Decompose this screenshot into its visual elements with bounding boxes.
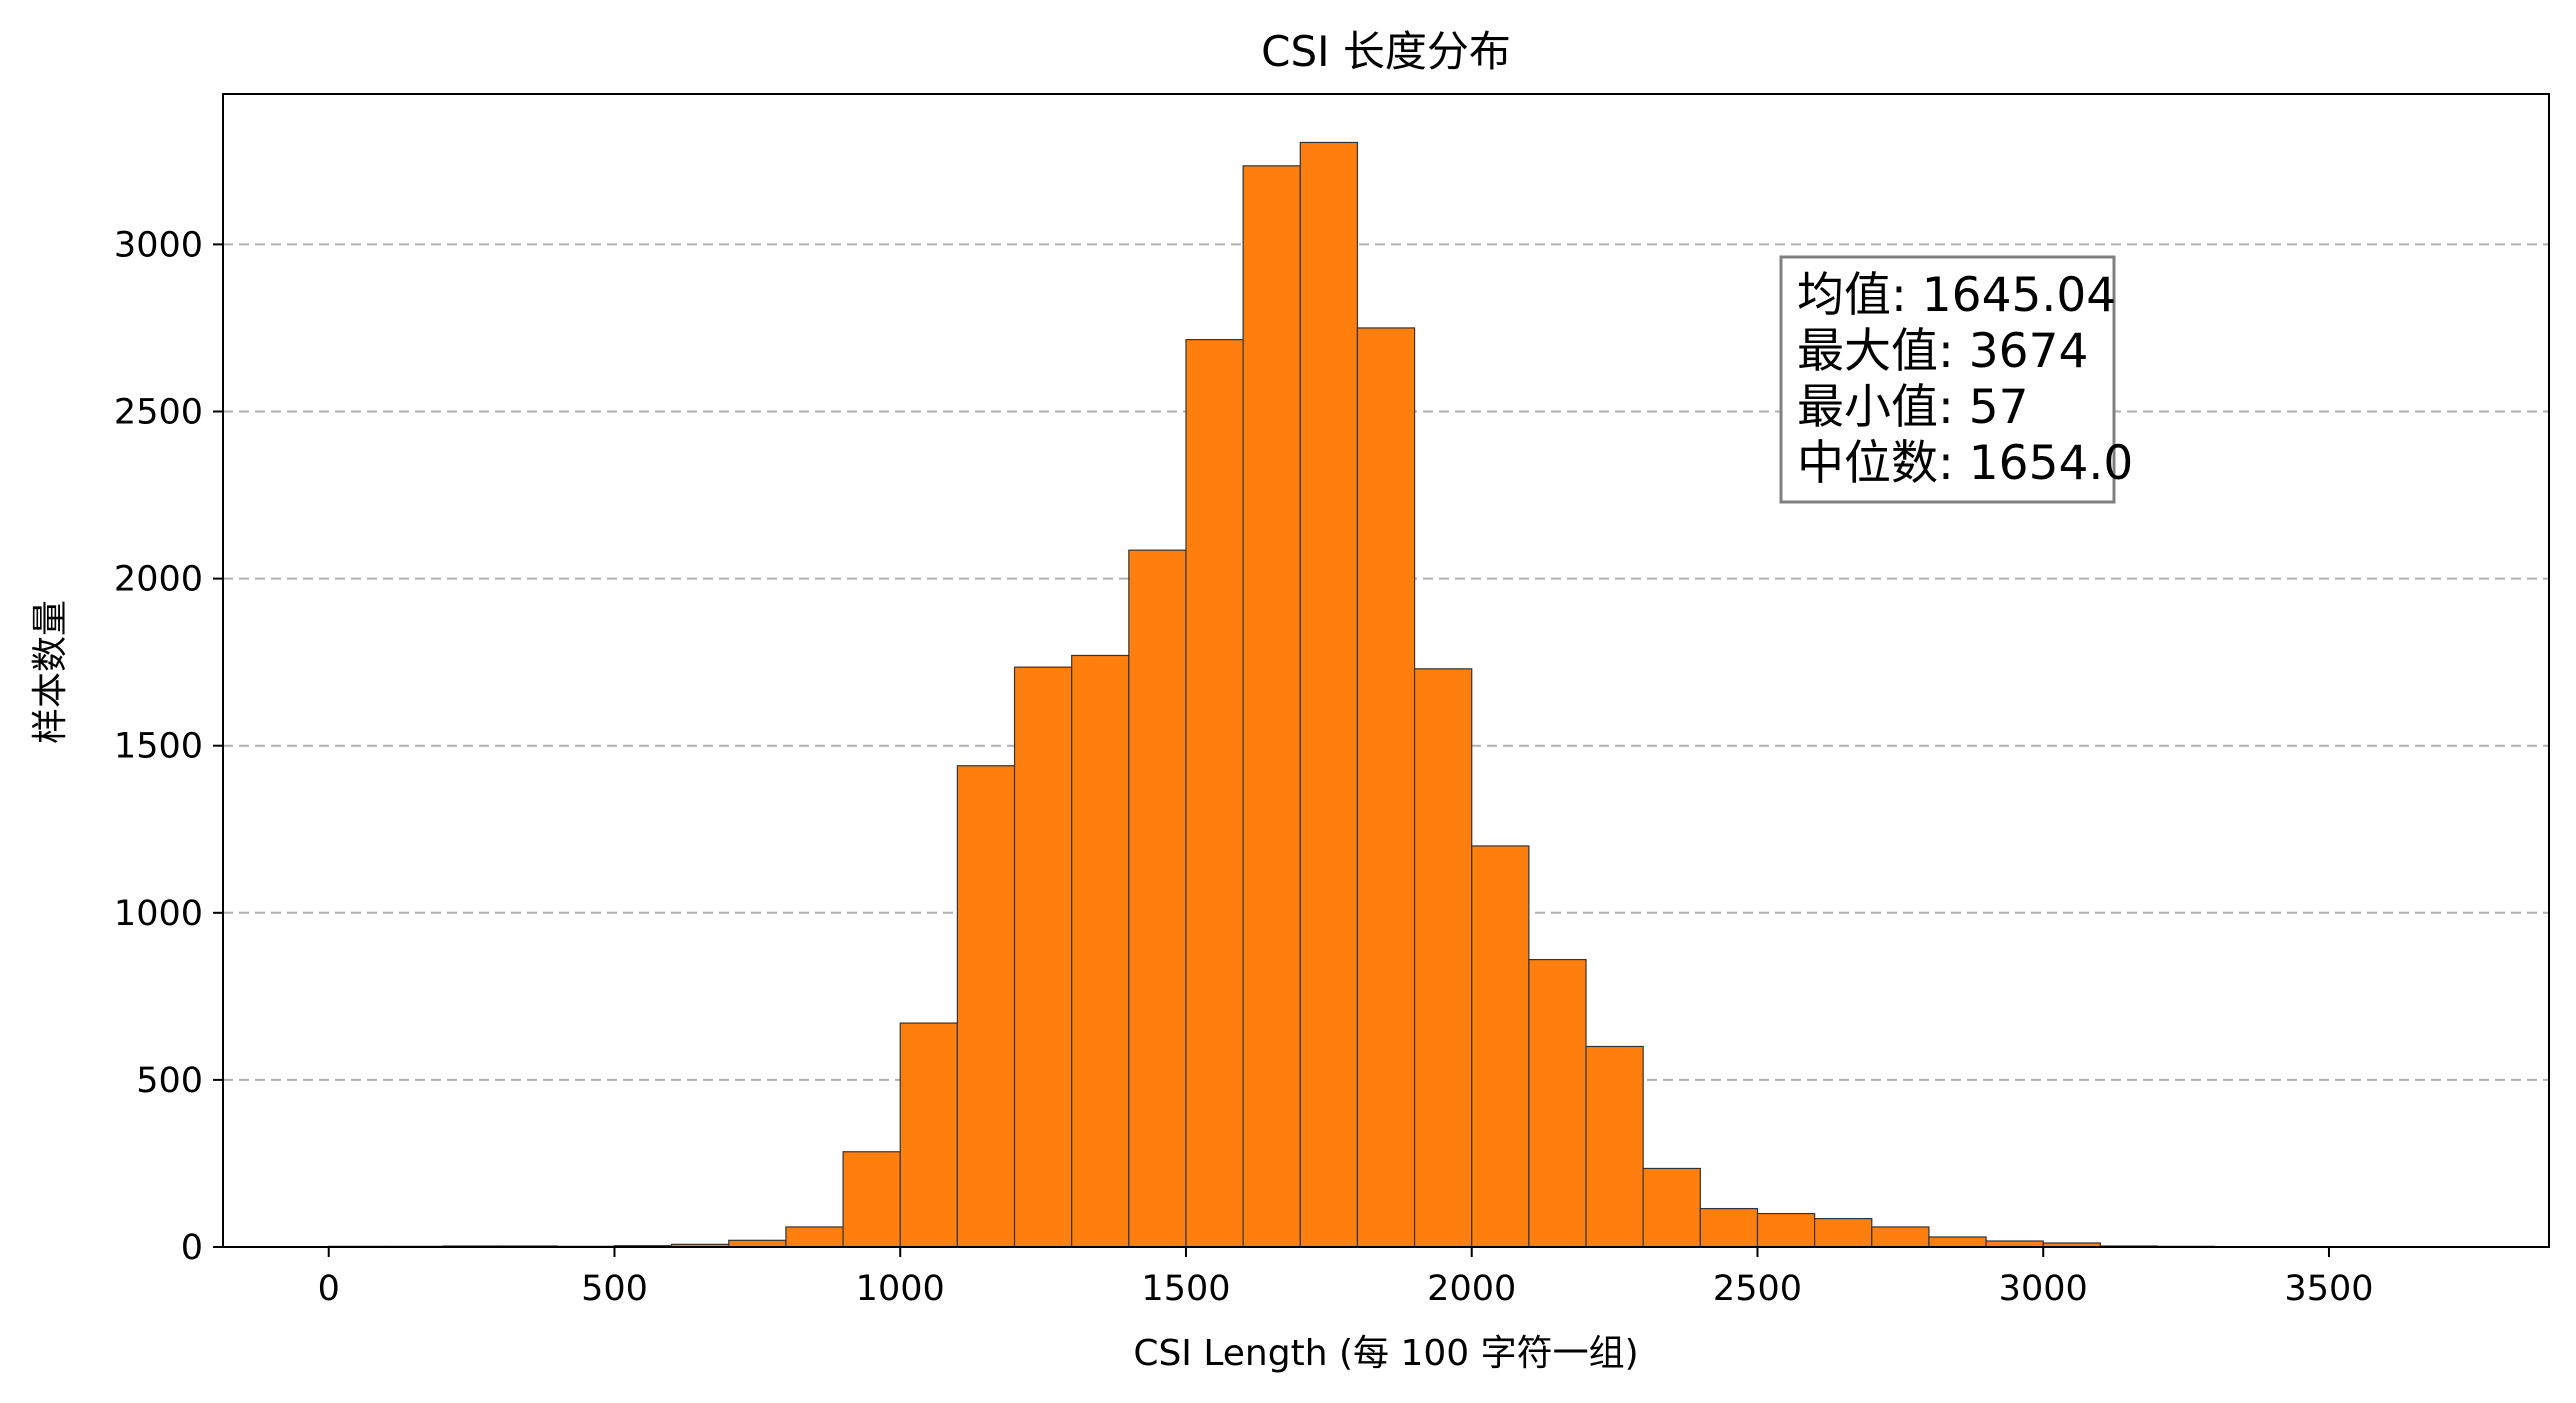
histogram-bar bbox=[899, 1022, 958, 1248]
histogram-bar bbox=[1071, 654, 1130, 1248]
y-tick-label: 2000 bbox=[114, 560, 203, 600]
x-tick-label: 3000 bbox=[1999, 1269, 2088, 1309]
histogram-bar bbox=[1128, 549, 1187, 1248]
stats-mean: 均值: 1645.04 bbox=[1797, 268, 2116, 323]
y-tick-label: 3000 bbox=[114, 225, 203, 265]
y-axis-label: 样本数量 bbox=[30, 600, 71, 744]
histogram-bar bbox=[1928, 1236, 1987, 1248]
histogram-bar bbox=[1356, 327, 1416, 1248]
y-tick-label: 1500 bbox=[114, 727, 203, 767]
y-tick-label: 2500 bbox=[114, 392, 203, 432]
histogram-bars bbox=[328, 141, 2444, 1248]
histogram-bar bbox=[728, 1239, 787, 1248]
x-tick-label: 2000 bbox=[1427, 1269, 1516, 1309]
histogram-bar bbox=[1242, 165, 1301, 1248]
histogram-bar bbox=[1013, 666, 1073, 1248]
histogram-bar bbox=[1413, 668, 1473, 1248]
histogram-bar bbox=[785, 1226, 844, 1248]
histogram-bar bbox=[1471, 845, 1530, 1248]
stats-box-frame bbox=[1779, 255, 2116, 504]
histogram-bar bbox=[1185, 339, 1244, 1248]
histogram-bar bbox=[1528, 958, 1587, 1248]
histogram-bar bbox=[1585, 1045, 1644, 1248]
histogram-bar bbox=[1871, 1226, 1930, 1248]
histogram-bar bbox=[1299, 141, 1359, 1248]
stats-annotation-box: 均值: 1645.04 最大值: 3674 最小值: 57 中位数: 1654.… bbox=[1779, 255, 2133, 504]
y-axis-ticks: 0 500 1000 1500 2000 2500 3000 bbox=[114, 225, 223, 1268]
x-tick-label: 0 bbox=[318, 1269, 340, 1309]
y-tick-label: 1000 bbox=[114, 894, 203, 934]
chart-title: CSI 长度分布 bbox=[1261, 27, 1511, 76]
stats-min: 最小值: 57 bbox=[1797, 380, 2029, 435]
y-tick-label: 500 bbox=[136, 1061, 203, 1101]
histogram-bar bbox=[842, 1151, 901, 1248]
x-axis-label: CSI Length (每 100 字符一组) bbox=[1133, 1333, 1638, 1374]
x-axis-ticks: 0 500 1000 1500 2000 2500 3000 3500 bbox=[318, 1247, 2374, 1309]
stats-max: 最大值: 3674 bbox=[1797, 324, 2088, 379]
histogram-bar bbox=[1814, 1217, 1873, 1248]
x-tick-label: 500 bbox=[581, 1269, 648, 1309]
histogram-bar bbox=[1699, 1207, 1759, 1248]
histogram-bar bbox=[956, 765, 1016, 1248]
histogram-bar bbox=[1756, 1212, 1816, 1248]
y-tick-label: 0 bbox=[181, 1228, 203, 1268]
x-tick-label: 2500 bbox=[1713, 1269, 1802, 1309]
x-tick-label: 3500 bbox=[2284, 1269, 2373, 1309]
x-tick-label: 1000 bbox=[856, 1269, 945, 1309]
histogram-bar bbox=[1642, 1167, 1701, 1248]
plot-frame bbox=[222, 93, 2550, 1248]
stats-median: 中位数: 1654.0 bbox=[1797, 436, 2133, 491]
x-tick-label: 1500 bbox=[1141, 1269, 1230, 1309]
